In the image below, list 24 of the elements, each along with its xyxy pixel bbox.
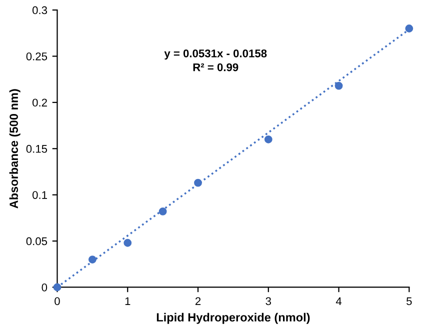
- y-tick-label: 0.2: [32, 98, 47, 107]
- x-tick-label: 2: [195, 297, 201, 306]
- y-tick-label: 0.1: [32, 191, 47, 199]
- point: [334, 82, 343, 90]
- point: [158, 208, 167, 216]
- point: [124, 238, 132, 247]
- y-tick-label: 0.25: [26, 52, 48, 60]
- annotation: y = 0.0531x - 0.0158: [164, 49, 267, 60]
- y-tick-label: 0.05: [26, 237, 48, 246]
- x-tick-label: 5: [406, 297, 412, 306]
- x-axis-title: Lipid Hydroperoxide (nmol): [156, 312, 310, 324]
- x-tick-label: 3: [266, 297, 271, 306]
- point: [194, 178, 202, 187]
- x-tick-label: 1: [125, 297, 130, 306]
- x-tick-label: 0: [54, 297, 60, 306]
- point: [405, 24, 414, 32]
- y-axis-title: Absorbance (500 nm): [9, 89, 20, 208]
- point: [264, 135, 272, 144]
- y-tick-label: 0.3: [32, 6, 48, 14]
- y-tick-label: 0.15: [26, 144, 48, 153]
- y-tick-label: 0: [42, 284, 48, 292]
- point: [88, 256, 96, 264]
- annotation: R² = 0.99: [193, 63, 238, 72]
- x-tick-label: 4: [336, 297, 342, 306]
